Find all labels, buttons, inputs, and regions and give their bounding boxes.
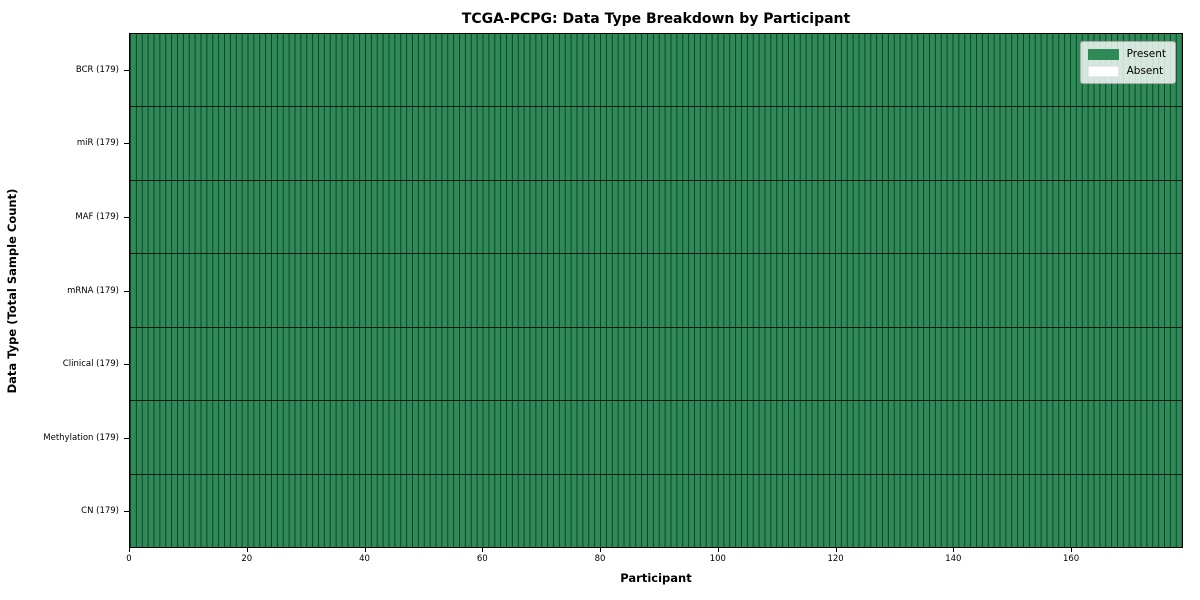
y-tick-label: BCR (179) [75,64,119,75]
legend-entry-present: Present [1087,48,1166,60]
x-tick-mark [600,548,602,552]
x-tick-label: 140 [945,554,962,564]
y-tick-row: Clinical (179) [0,327,129,401]
x-tick-label: 0 [126,554,132,564]
heatmap-row-mrna [130,254,1182,328]
x-tick-label: 40 [359,554,370,564]
heatmap-row-maf [130,180,1182,255]
x-axis-ticks: 0 20 40 60 80 100 120 140 160 [126,548,1183,570]
y-tick-mark [124,69,129,71]
y-axis-tick-labels: BCR (179) miR (179) MAF (179) mRNA (179) Cli… [0,33,129,548]
x-axis-label: Participant [620,571,692,585]
y-tick-label: Clinical (179) [62,359,119,370]
x-tick-mark [364,548,366,552]
heatmap-row-cn [130,474,1182,547]
y-tick-label: mRNA (179) [67,285,119,296]
y-tick-row: MAF (179) [0,180,129,254]
x-tick-mark [1071,548,1073,552]
y-tick-row: mRNA (179) [0,254,129,328]
y-tick-label: CN (179) [81,506,119,517]
heatmap-plot-area: Present Absent [129,33,1183,548]
legend-label: Absent [1126,65,1164,77]
y-tick-mark [124,143,129,145]
y-tick-mark [124,364,129,366]
y-tick-row: BCR (179) [0,33,129,107]
x-tick-mark [482,548,484,552]
y-tick-mark [124,437,129,439]
y-tick-mark [124,216,129,218]
y-tick-row: miR (179) [0,107,129,181]
x-tick-mark [953,548,955,552]
heatmap-row-methylation [130,401,1182,475]
x-tick-label: 160 [1062,554,1080,564]
x-tick-label: 100 [709,554,726,564]
y-tick-label: MAF (179) [75,211,119,222]
x-tick-mark [129,548,130,552]
y-tick-label: Methylation (179) [43,432,119,443]
x-tick-mark [835,548,837,552]
legend-swatch-present [1087,48,1119,60]
heatmap-row-bcr [130,34,1182,108]
x-tick-mark [717,548,719,552]
y-tick-row: Methylation (179) [0,401,129,475]
y-tick-row: CN (179) [0,474,129,548]
chart-title: TCGA-PCPG: Data Type Breakdown by Partic… [461,11,851,27]
x-tick-label: 60 [476,554,488,564]
y-tick-mark [124,511,129,513]
x-tick-label: 120 [827,554,844,564]
legend-label: Present [1126,48,1166,60]
legend: Present Absent [1079,41,1176,84]
x-tick-mark [246,548,248,552]
x-tick-label: 20 [241,554,253,564]
legend-entry-absent: Absent [1087,65,1166,77]
legend-swatch-absent [1087,65,1119,77]
y-tick-label: miR (179) [76,138,119,149]
x-tick-label: 80 [594,554,606,564]
heatmap-row-mir [130,107,1182,181]
y-tick-mark [124,290,129,292]
heatmap-row-clinical [130,327,1182,402]
